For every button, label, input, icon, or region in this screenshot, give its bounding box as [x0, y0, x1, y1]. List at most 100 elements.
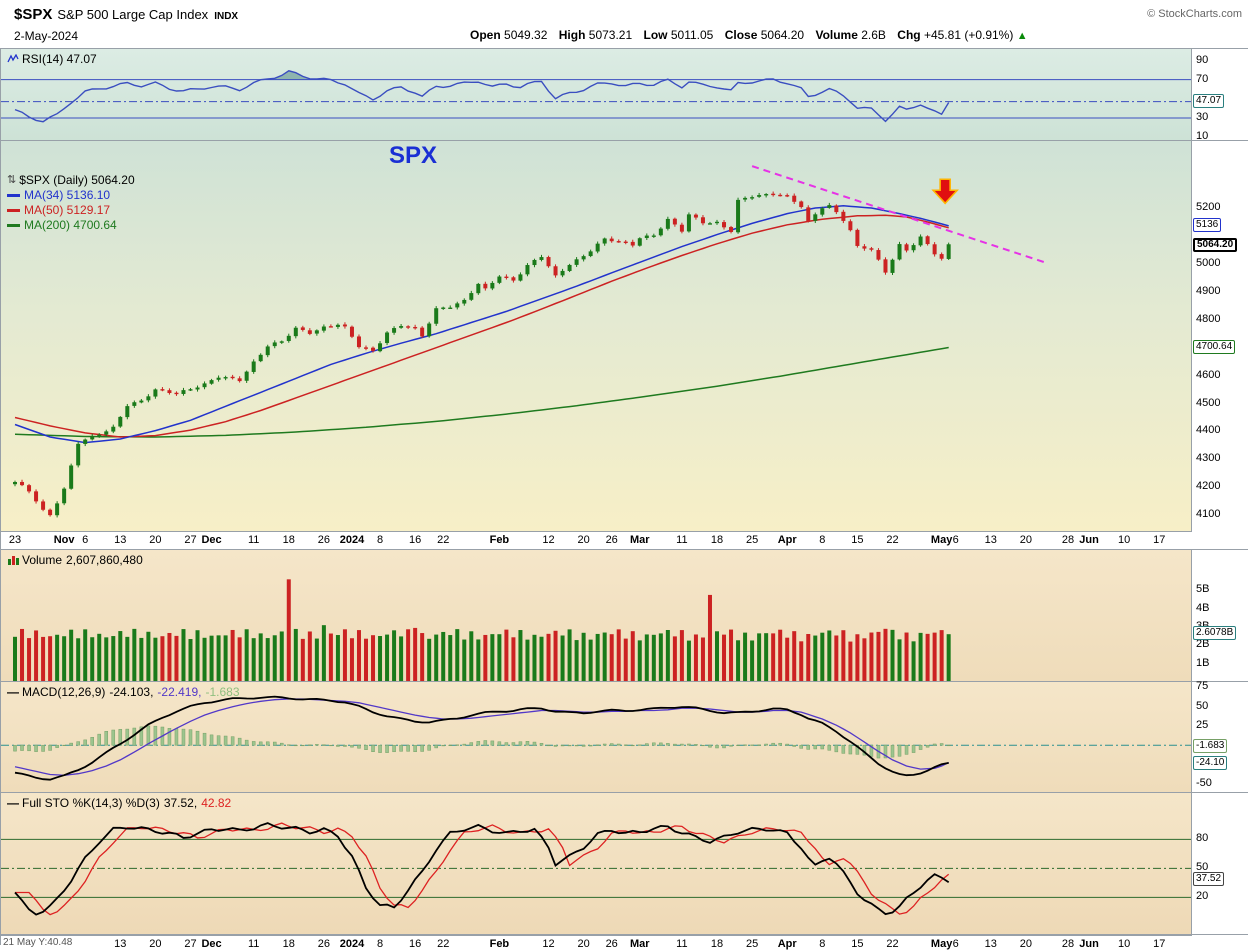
candle-body [385, 332, 390, 344]
price-legend-spx: ⇅ $SPX (Daily) 5064.20 [7, 173, 135, 188]
last-value-tag: -24.10 [1193, 755, 1228, 770]
candle-body [630, 241, 635, 246]
axis-tick-label: 70 [1196, 72, 1209, 85]
last-value-tag: 5064.20 [1193, 237, 1238, 252]
ma50-label: MA(50) 5129.17 [24, 203, 111, 217]
volume-bar [736, 640, 741, 681]
candle-body [722, 222, 727, 228]
volume-bar [581, 632, 586, 681]
x-axis-top: 23 Nov 6 13 20 27 Dec 11 18 26 2024 8 16 22 Feb 12 20 26 M… [0, 531, 1192, 549]
candle-body [342, 324, 347, 327]
candle-body [420, 327, 425, 337]
price-panel: SPX ⇅ $SPX (Daily) 5064.20 MA(34) 5136.10… [0, 140, 1192, 531]
candle-body [434, 308, 439, 324]
volume-bar [672, 636, 677, 681]
macd-hist-bar [434, 744, 438, 749]
macd-hist-bar [27, 744, 31, 752]
macd-hist-bar [34, 744, 38, 752]
volume-bar [469, 631, 474, 681]
candle-body [286, 335, 291, 342]
macd-hist-bar [715, 744, 719, 749]
candle-body [883, 259, 888, 273]
up-triangle-icon: ▲ [1016, 30, 1028, 42]
volume-bar [342, 629, 347, 681]
volume-bar [602, 632, 607, 681]
axis-tick-label: 2B [1196, 638, 1210, 651]
candle-body [307, 330, 312, 334]
x-axis-label: 22 [437, 938, 450, 950]
x-axis-label: 6 [82, 534, 89, 546]
macd-hist-bar [230, 736, 235, 746]
candle-body [679, 224, 684, 232]
volume-bar [630, 631, 635, 681]
x-axis-label: 13 [114, 938, 127, 950]
macd-hist-bar [511, 742, 516, 746]
volume-bar [686, 640, 691, 681]
x-axis-label: 2024 [339, 938, 365, 950]
candle-body [392, 328, 397, 333]
chart-date: 2-May-2024 [14, 29, 79, 43]
x-axis-label: 16 [409, 534, 422, 546]
candle-body [925, 236, 930, 245]
macd-hist-bar [588, 744, 593, 747]
macd-hist-bar [546, 744, 551, 747]
axis-tick-label: 80 [1196, 832, 1209, 845]
macd-legend-title: MACD(12,26,9) [22, 685, 106, 699]
last-value-tag: 37.52 [1193, 872, 1225, 887]
candle-body [83, 439, 88, 444]
volume-bar [722, 634, 727, 681]
volume-bar [925, 633, 930, 681]
macd-hist-bar [574, 744, 579, 747]
axis-tick-label: 10 [1196, 130, 1209, 143]
axis-tick-label: 4500 [1196, 396, 1221, 409]
volume-bar [546, 633, 551, 681]
ma200-line-icon [7, 224, 20, 228]
volume-bar [518, 630, 523, 681]
close-value: 5064.20 [760, 28, 805, 42]
candle-body [216, 377, 221, 380]
x-axis-label: 20 [577, 534, 590, 546]
candle-body [525, 265, 530, 275]
candle-body [258, 354, 263, 362]
volume-bar [497, 634, 502, 681]
macd-hist-bar [680, 743, 684, 746]
macd-hist-bar [623, 744, 628, 746]
volume-bar [118, 631, 123, 681]
candle-body [41, 501, 46, 510]
volume-bar [41, 636, 46, 681]
candle-body [665, 218, 670, 229]
axis-tick-label: 4800 [1196, 312, 1221, 325]
candle-body [771, 193, 776, 196]
volume-bar [848, 641, 853, 681]
volume-bar [202, 637, 207, 681]
x-axis-label: Mar [629, 534, 650, 546]
candle-body [574, 259, 579, 265]
x-axis-label: 26 [317, 938, 330, 950]
candle-body [321, 326, 326, 331]
candle-body [406, 326, 411, 328]
candle-body [69, 465, 74, 489]
x-axis-label: 20 [1019, 938, 1032, 950]
x-axis-label: 2024 [339, 534, 365, 546]
macd-hist-bar [174, 728, 179, 746]
macd-hist-bar [265, 741, 270, 746]
volume-bar [693, 634, 698, 681]
candle-body [785, 195, 790, 197]
open-value: 5049.32 [504, 28, 548, 42]
x-axis-label: 20 [149, 938, 162, 950]
candle-body [279, 341, 284, 343]
volume-bar [27, 638, 32, 681]
volume-bar [76, 638, 81, 681]
chg-value: +45.81 (+0.91%) [923, 28, 1014, 42]
candle-body [750, 197, 755, 199]
axis-tick-label: 4900 [1196, 284, 1221, 297]
x-axis-label: Nov [53, 534, 75, 546]
volume-bar [279, 631, 284, 681]
candle-body [792, 195, 797, 202]
volume-bar [209, 635, 214, 681]
volume-bar [420, 633, 425, 681]
x-axis-bottom: 21 May Y:40.48 13 20 27 Dec 11 18 26 2024 8 16 22 F… [0, 935, 1192, 950]
candle-body [76, 443, 81, 466]
macd-plot-svg [1, 695, 1191, 781]
x-axis-label: 12 [542, 938, 555, 950]
